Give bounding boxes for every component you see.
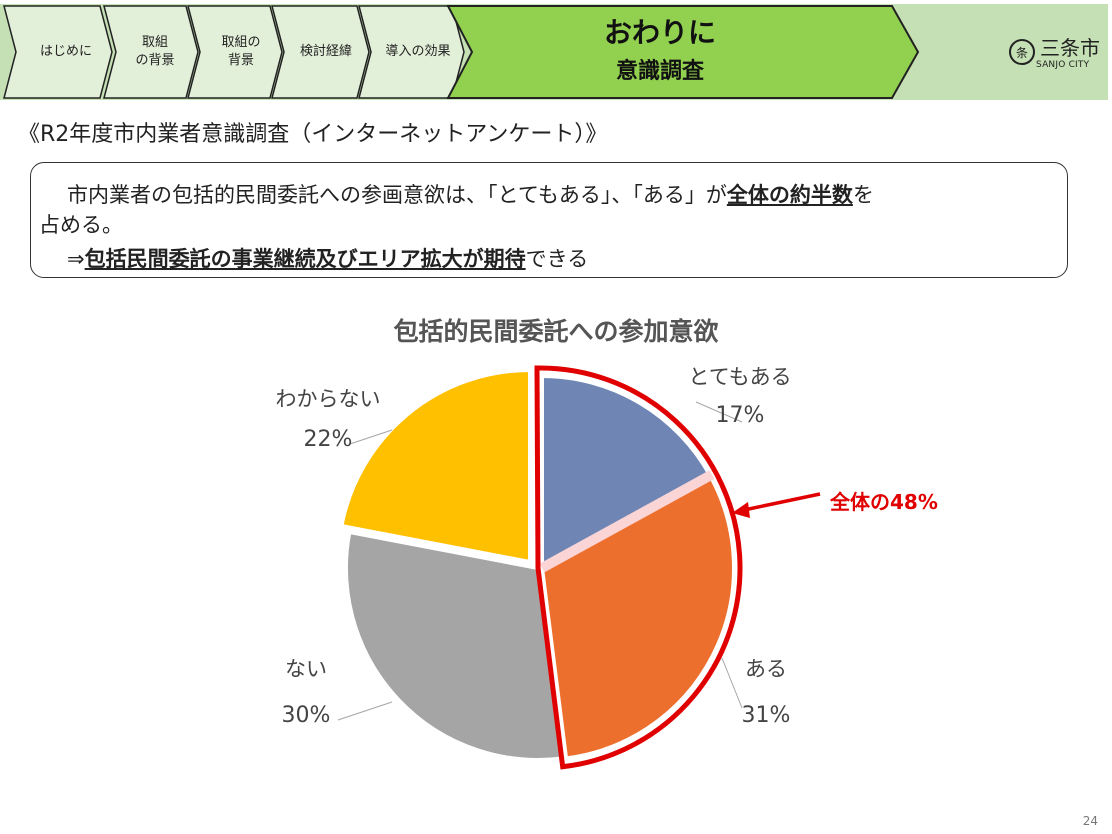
slice-value-label: 30% — [282, 703, 331, 728]
leader-line-3 — [337, 701, 393, 721]
slice-value-label: 31% — [742, 703, 791, 728]
slice-category-label: とてもある — [688, 365, 791, 389]
city-logo-sub: SANJO CITY — [1036, 60, 1090, 70]
survey-title: 《R2年度市内業者意識調査（インターネットアンケート）》 — [18, 122, 608, 147]
page-number: 24 — [1082, 814, 1098, 828]
callout-arrow-line — [743, 492, 821, 512]
nav-breadcrumb: 条 — [0, 4, 1108, 100]
nav-step-2-label: 取組 の背景 — [135, 35, 175, 68]
pie-slice-separator — [539, 470, 715, 573]
pie-slice-1 — [540, 373, 713, 572]
summary-arrow: ⇒ — [67, 247, 85, 271]
nav-active-title: おわりに — [603, 16, 716, 49]
nav-active-subtitle: 意識調査 — [615, 59, 704, 84]
city-emblem-glyph: 条 — [1016, 46, 1028, 60]
nav-step-3-shape[interactable] — [187, 5, 283, 99]
summary-line-1-end: を — [852, 183, 874, 207]
nav-step-1-shape[interactable] — [3, 5, 113, 99]
nav-step-3-label: 取組の 背景 — [221, 35, 261, 68]
summary-line-1-text: 市内業者の包括的民間委託への参画意欲は、「とてもある」、「ある」が — [67, 183, 727, 207]
leader-line-4 — [349, 429, 393, 445]
summary-emphasis-half: 全体の約半数 — [726, 183, 853, 207]
pie-slice-3 — [344, 529, 565, 762]
leader-line-1 — [695, 401, 743, 423]
highlight-outline — [534, 365, 743, 770]
chart-title: 包括的民間委託への参加意欲 — [393, 317, 719, 346]
summary-box: 市内業者の包括的民間委託への参画意欲は、「とてもある」、「ある」が全体の約半数を… — [30, 162, 1068, 278]
slice-category-label: わからない — [276, 387, 381, 411]
summary-emphasis-expect: 包括民間委託の事業継続及びエリア拡大が期待 — [84, 247, 526, 271]
pie-slice-4 — [339, 367, 532, 565]
slice-category-label: ある — [745, 657, 787, 681]
nav-step-5-label: 導入の効果 — [385, 44, 451, 59]
leader-line-2 — [721, 657, 743, 709]
nav-step-2-shape[interactable] — [103, 5, 199, 99]
nav-step-4-label: 検討経緯 — [299, 44, 352, 59]
nav-active-shape[interactable] — [446, 5, 920, 99]
city-emblem-icon — [1009, 39, 1035, 65]
summary-line-2: 占める。 — [39, 213, 123, 237]
slice-category-label: ない — [285, 657, 327, 681]
summary-line-3: ⇒包括民間委託の事業継続及びエリア拡大が期待できる — [67, 243, 588, 273]
callout-label: 全体の48% — [830, 490, 938, 514]
nav-step-4-shape[interactable] — [271, 5, 370, 99]
callout-arrow-head-icon — [732, 502, 750, 518]
slice-value-label: 22% — [304, 427, 353, 452]
nav-step-1-label: はじめに — [39, 44, 92, 59]
summary-line-1: 市内業者の包括的民間委託への参画意欲は、「とてもある」、「ある」が全体の約半数を — [67, 179, 874, 209]
summary-line-3-end: できる — [525, 247, 589, 271]
city-logo-name: 三条市 — [1040, 36, 1100, 60]
slice-value-label: 17% — [716, 403, 765, 428]
